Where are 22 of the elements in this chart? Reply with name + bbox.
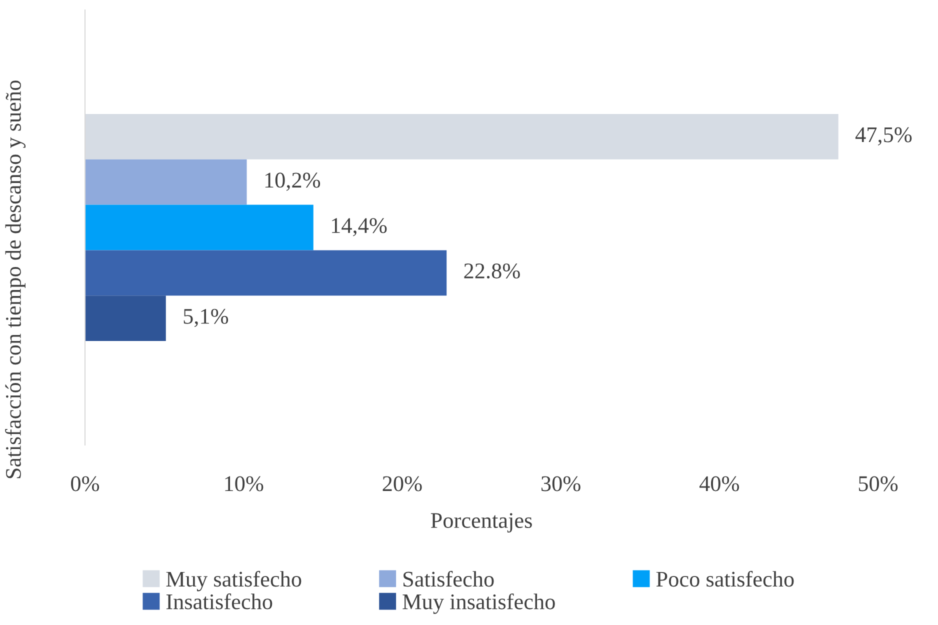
- y-axis-title: Satisfacción con tiempo de descanso y sueño: [5, 80, 26, 478]
- bar: [85, 296, 166, 341]
- legend-label: Muy insatisfecho: [402, 593, 555, 614]
- x-tick-label: 30%: [541, 476, 580, 492]
- x-tick-label: 0%: [71, 476, 100, 492]
- legend-label: Satisfecho: [404, 570, 494, 587]
- legend-label: Poco satisfecho: [656, 570, 794, 587]
- x-tick-label: 40%: [699, 476, 740, 492]
- x-tick-label: 50%: [858, 476, 898, 492]
- data-label: 22.8%: [464, 263, 520, 279]
- x-tick-label: 10%: [225, 476, 264, 492]
- data-label: 5,1%: [184, 308, 228, 328]
- bar: [85, 204, 314, 250]
- data-label: 10,2%: [265, 172, 320, 191]
- legend-label: Muy satisfecho: [166, 570, 302, 592]
- x-axis-title: Porcentajes: [430, 513, 532, 533]
- bar: [85, 250, 447, 296]
- data-label: 14,4%: [332, 218, 387, 236]
- bar: [85, 159, 247, 205]
- data-label: 47,5%: [855, 127, 912, 146]
- x-tick-label: 20%: [382, 476, 422, 492]
- legend-label: Insatisfecho: [166, 593, 272, 610]
